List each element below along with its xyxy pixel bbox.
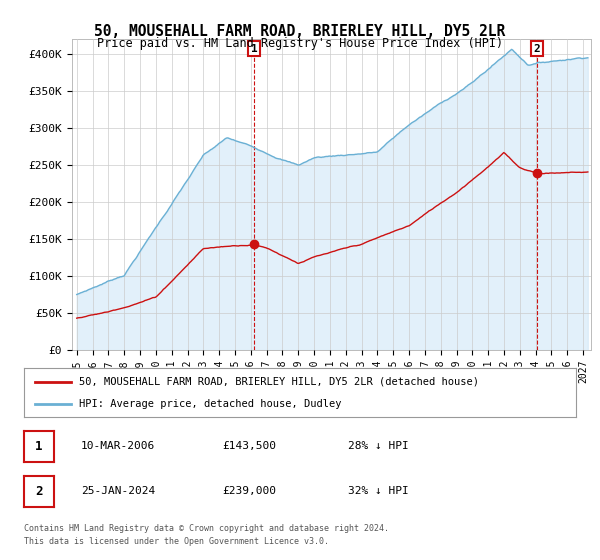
Text: 50, MOUSEHALL FARM ROAD, BRIERLEY HILL, DY5 2LR: 50, MOUSEHALL FARM ROAD, BRIERLEY HILL, … [94,24,506,39]
Text: 2: 2 [35,485,43,498]
Text: 10-MAR-2006: 10-MAR-2006 [81,441,155,451]
Text: HPI: Average price, detached house, Dudley: HPI: Average price, detached house, Dudl… [79,399,342,409]
Text: 2: 2 [533,44,541,54]
Text: 28% ↓ HPI: 28% ↓ HPI [348,441,409,451]
Text: This data is licensed under the Open Government Licence v3.0.: This data is licensed under the Open Gov… [24,538,329,547]
Text: £239,000: £239,000 [222,486,276,496]
Text: 1: 1 [251,44,257,54]
Text: 25-JAN-2024: 25-JAN-2024 [81,486,155,496]
Text: Price paid vs. HM Land Registry's House Price Index (HPI): Price paid vs. HM Land Registry's House … [97,37,503,50]
Text: Contains HM Land Registry data © Crown copyright and database right 2024.: Contains HM Land Registry data © Crown c… [24,524,389,533]
Text: 50, MOUSEHALL FARM ROAD, BRIERLEY HILL, DY5 2LR (detached house): 50, MOUSEHALL FARM ROAD, BRIERLEY HILL, … [79,377,479,386]
Text: £143,500: £143,500 [222,441,276,451]
Text: 1: 1 [35,440,43,453]
Text: 32% ↓ HPI: 32% ↓ HPI [348,486,409,496]
